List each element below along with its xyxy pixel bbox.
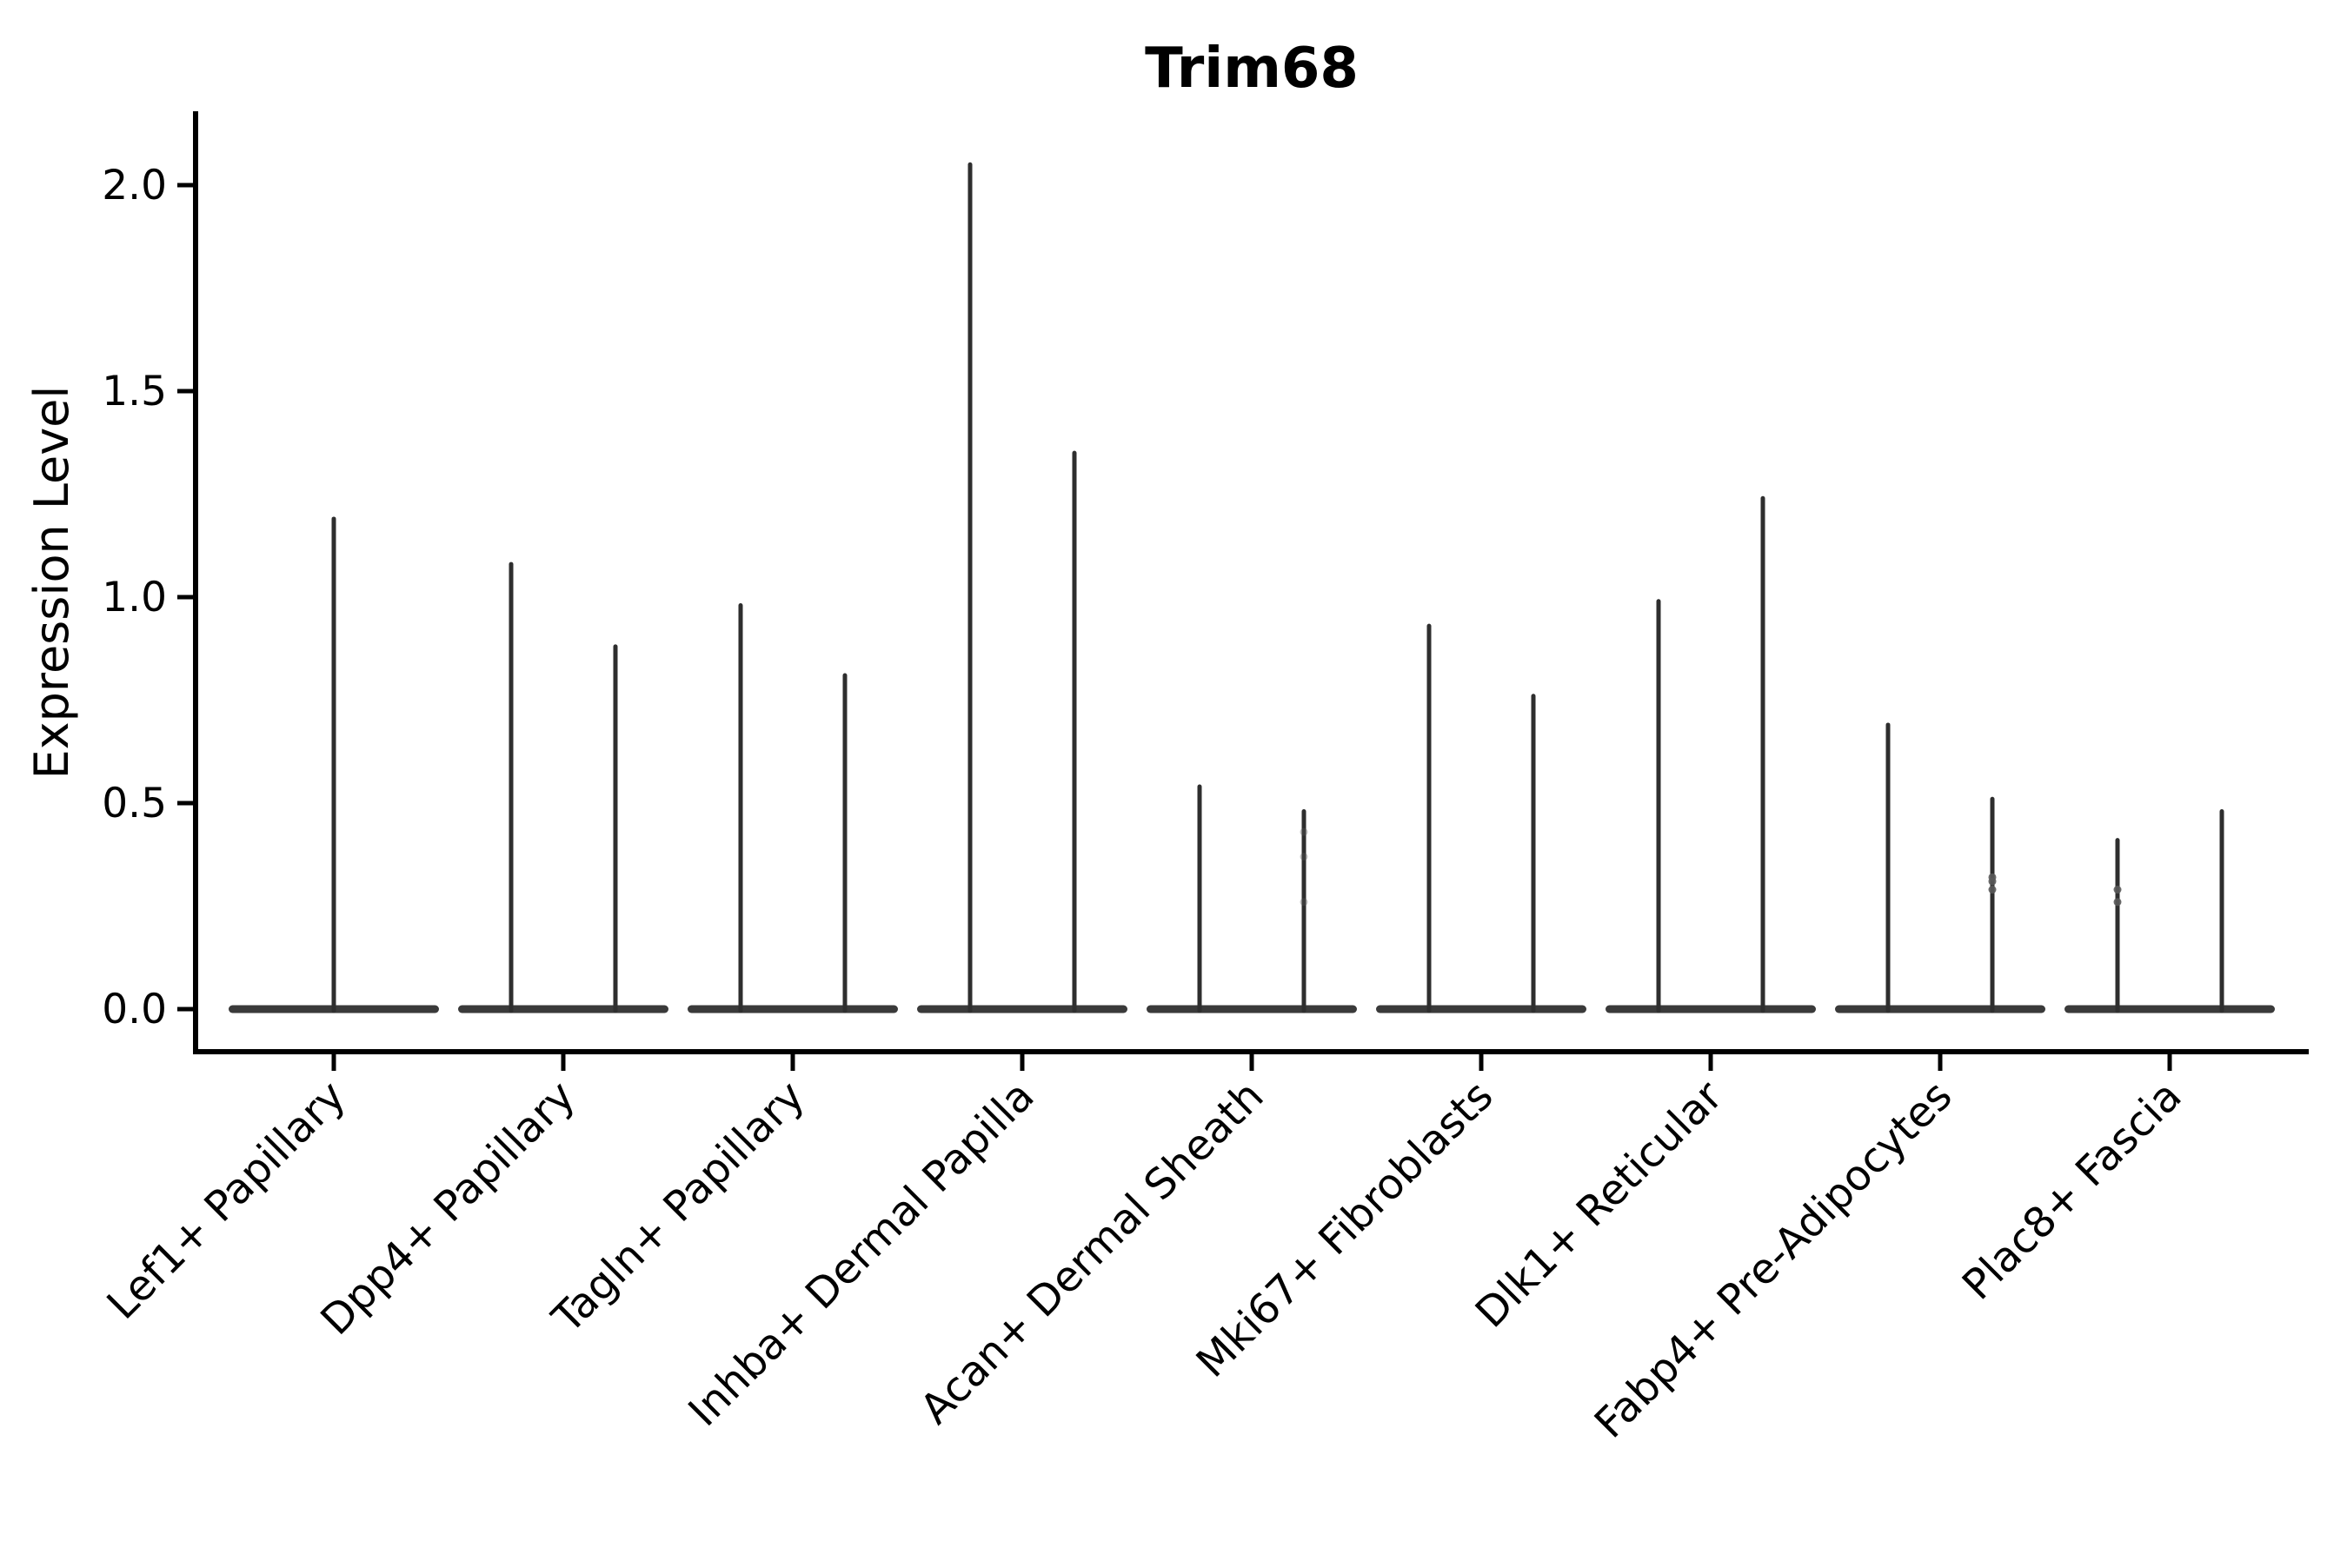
jitter-dot xyxy=(1300,898,1308,907)
violin-baseline xyxy=(1147,1005,1357,1013)
violin-5 xyxy=(1147,784,1357,1013)
y-tick-label: 1.0 xyxy=(102,574,167,621)
violin-baseline xyxy=(458,1005,668,1013)
jitter-dot xyxy=(1988,877,1997,886)
violin-2 xyxy=(458,561,668,1013)
violin-baseline xyxy=(1376,1005,1586,1013)
x-tick-label: Plac8+ Fascia xyxy=(1953,1072,2191,1310)
jitter-points-layer xyxy=(1300,827,2122,907)
violin-baseline xyxy=(1835,1005,2045,1013)
jitter-dot xyxy=(1988,886,1997,894)
violin-baseline xyxy=(1606,1005,1816,1013)
x-tick-label: Lef1+ Papillary xyxy=(98,1072,356,1329)
chart-title: Trim68 xyxy=(1145,37,1359,101)
x-tick-label: Tagln+ Papillary xyxy=(542,1072,814,1343)
y-tick-label: 0.0 xyxy=(102,986,167,1033)
violin-baseline xyxy=(917,1005,1127,1013)
jitter-dot xyxy=(2113,886,2122,894)
violin-8 xyxy=(1835,722,2045,1013)
violin-4 xyxy=(917,162,1127,1013)
x-tick-label: Dlk1+ Reticular xyxy=(1466,1072,1732,1338)
violin-3 xyxy=(688,602,898,1013)
violin-baseline xyxy=(688,1005,898,1013)
jitter-dot xyxy=(1300,827,1308,836)
y-tick-label: 1.5 xyxy=(102,368,167,415)
x-tick-label: Dpp4+ Papillary xyxy=(311,1072,584,1345)
jitter-dot xyxy=(2113,898,2122,907)
violin-6 xyxy=(1376,623,1586,1013)
y-axis-ticks: 0.0 0.5 1.0 1.5 2.0 xyxy=(102,162,196,1033)
y-tick-label: 2.0 xyxy=(102,162,167,209)
violins-layer xyxy=(229,162,2275,1013)
y-axis-label: Expression Level xyxy=(24,386,79,780)
y-tick-label: 0.5 xyxy=(102,780,167,827)
violin-baseline xyxy=(2064,1005,2275,1013)
violin-9 xyxy=(2064,808,2275,1013)
violin-1 xyxy=(229,516,439,1013)
violin-7 xyxy=(1606,495,1816,1013)
jitter-dot xyxy=(1300,853,1308,861)
